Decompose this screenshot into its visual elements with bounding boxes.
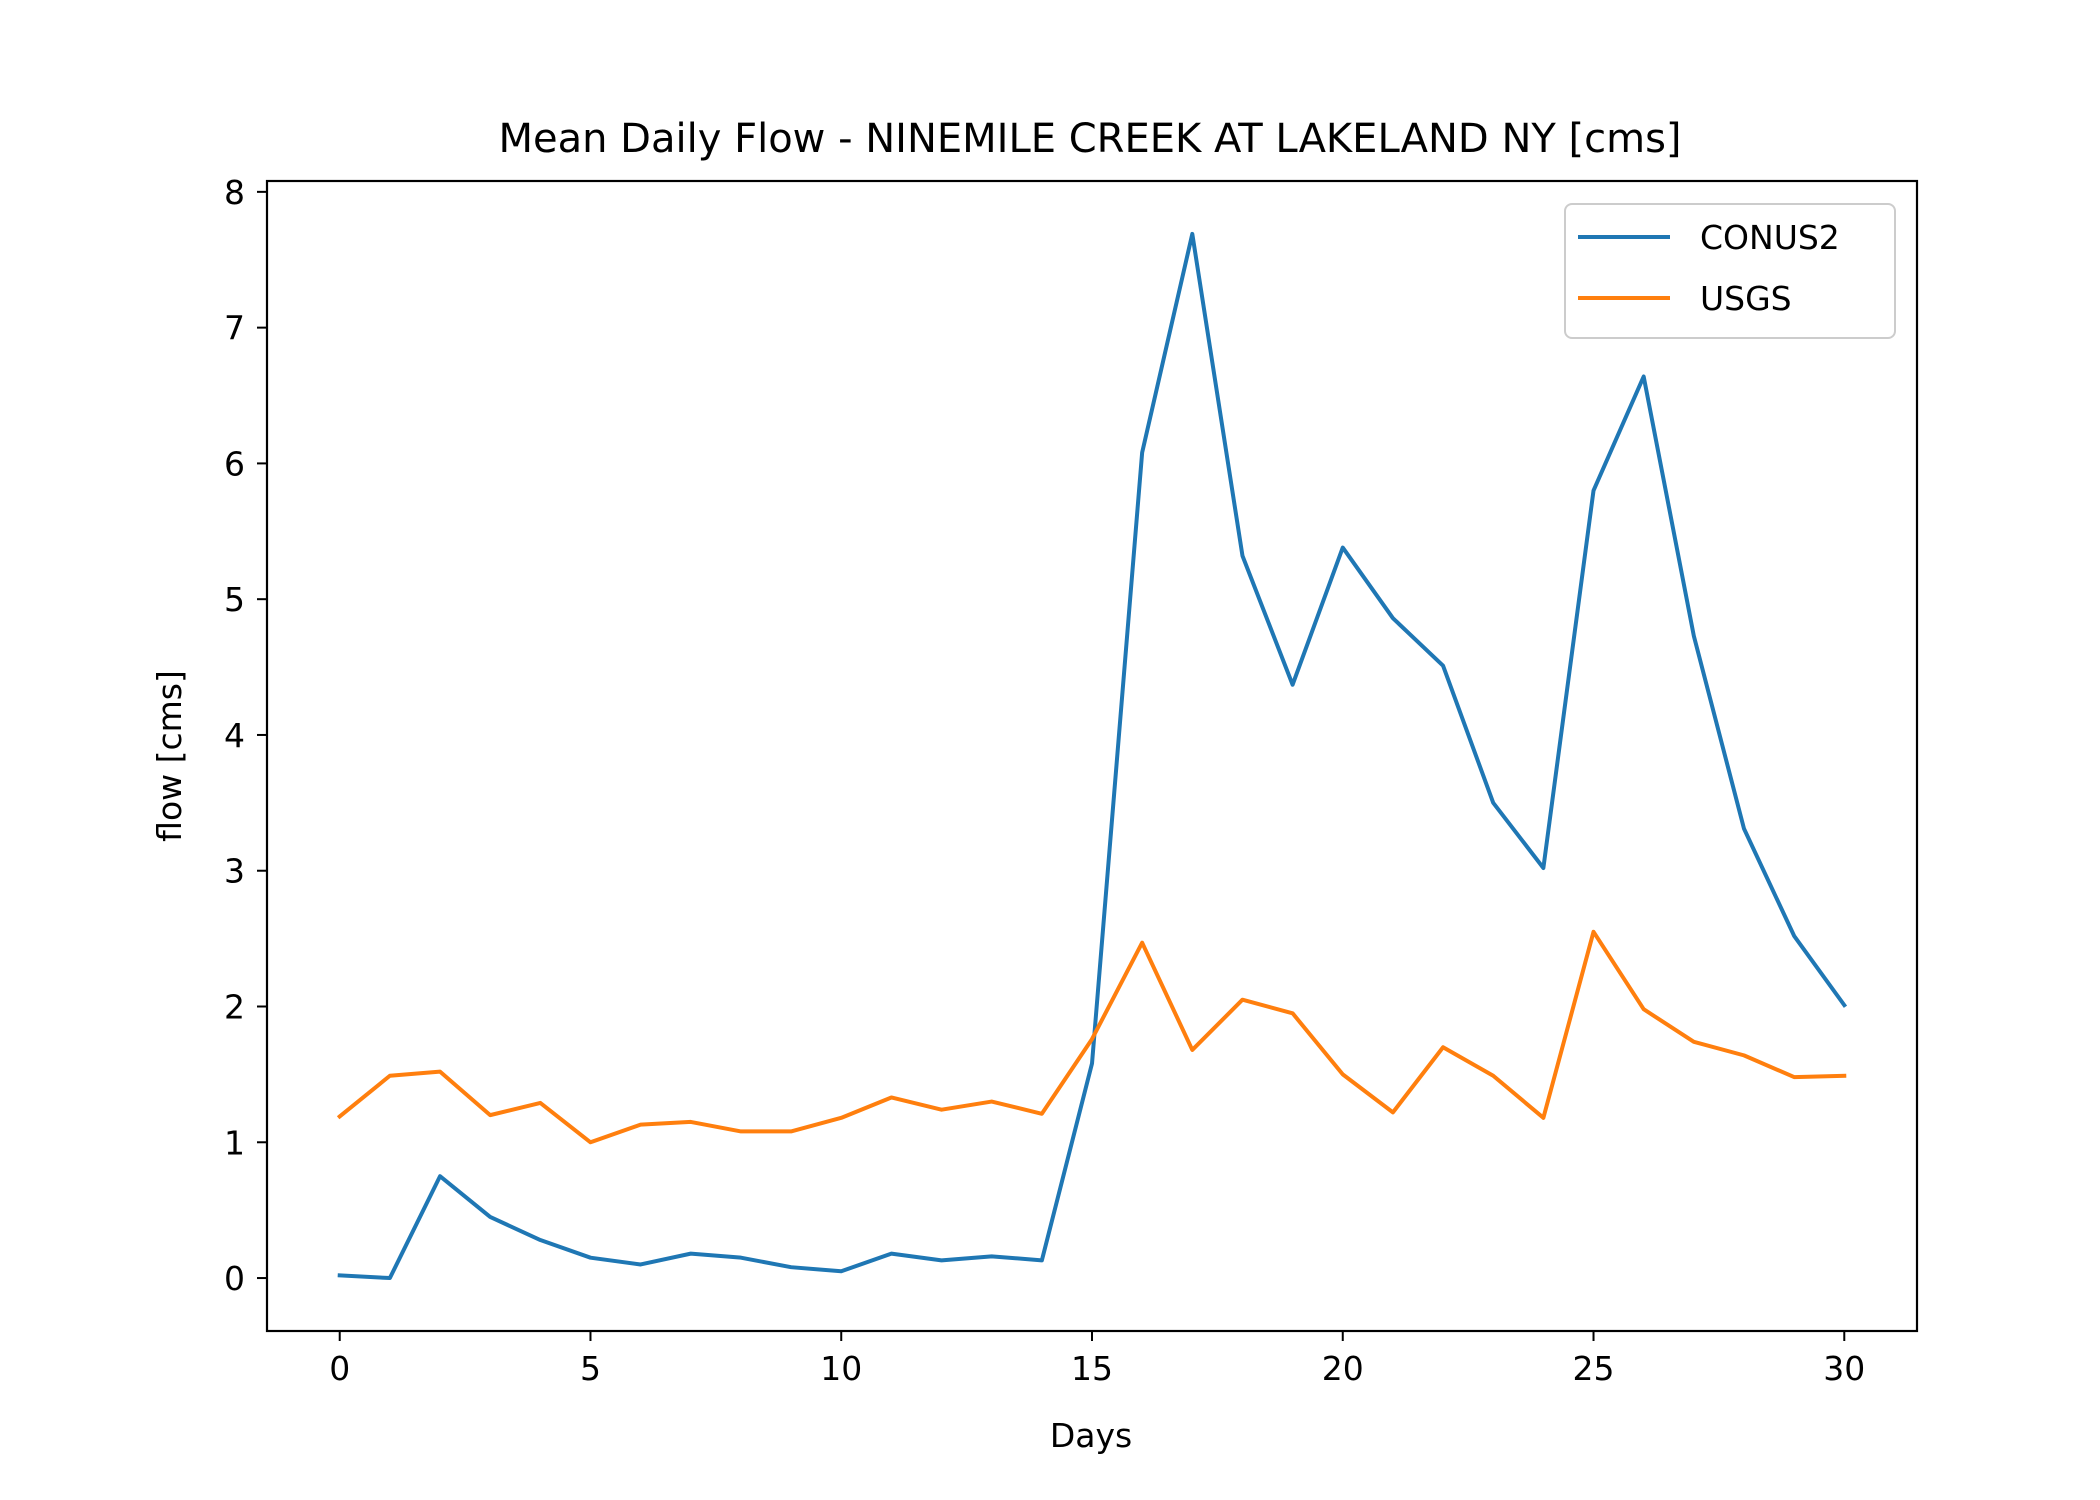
x-axis-label: Days — [1050, 1416, 1132, 1455]
x-tick-label: 10 — [820, 1349, 862, 1388]
series-line-conus2 — [337, 231, 1848, 1281]
x-tick-label: 15 — [1071, 1349, 1113, 1388]
y-axis-label: flow [cms] — [150, 670, 189, 842]
y-tick-label: 3 — [224, 852, 245, 891]
x-tick-label: 0 — [329, 1349, 350, 1388]
x-tick-label: 25 — [1573, 1349, 1615, 1388]
legend: CONUS2 USGS — [1564, 203, 1896, 339]
y-axis-ticks: 0 1 2 3 4 5 6 7 8 — [224, 173, 267, 1298]
x-tick-label: 5 — [580, 1349, 601, 1388]
x-tick-label: 30 — [1823, 1349, 1865, 1388]
y-tick-label: 8 — [224, 173, 245, 212]
legend-label-usgs: USGS — [1700, 279, 1792, 318]
series-layer — [336, 231, 1848, 1281]
x-axis-ticks: 0 5 10 15 20 25 30 — [329, 1331, 1865, 1388]
y-tick-label: 2 — [224, 988, 245, 1027]
x-tick-label: 20 — [1322, 1349, 1364, 1388]
y-tick-label: 1 — [224, 1123, 245, 1162]
plot-frame — [265, 179, 1919, 1333]
y-tick-label: 6 — [224, 444, 245, 483]
y-tick-label: 4 — [224, 716, 245, 755]
y-tick-label: 7 — [224, 309, 245, 348]
y-tick-label: 5 — [224, 580, 245, 619]
chart-title: Mean Daily Flow - NINEMILE CREEK AT LAKE… — [498, 116, 1681, 162]
series-line-usgs — [336, 929, 1847, 1145]
y-tick-label: 0 — [224, 1259, 245, 1298]
legend-label-conus2: CONUS2 — [1700, 218, 1840, 257]
